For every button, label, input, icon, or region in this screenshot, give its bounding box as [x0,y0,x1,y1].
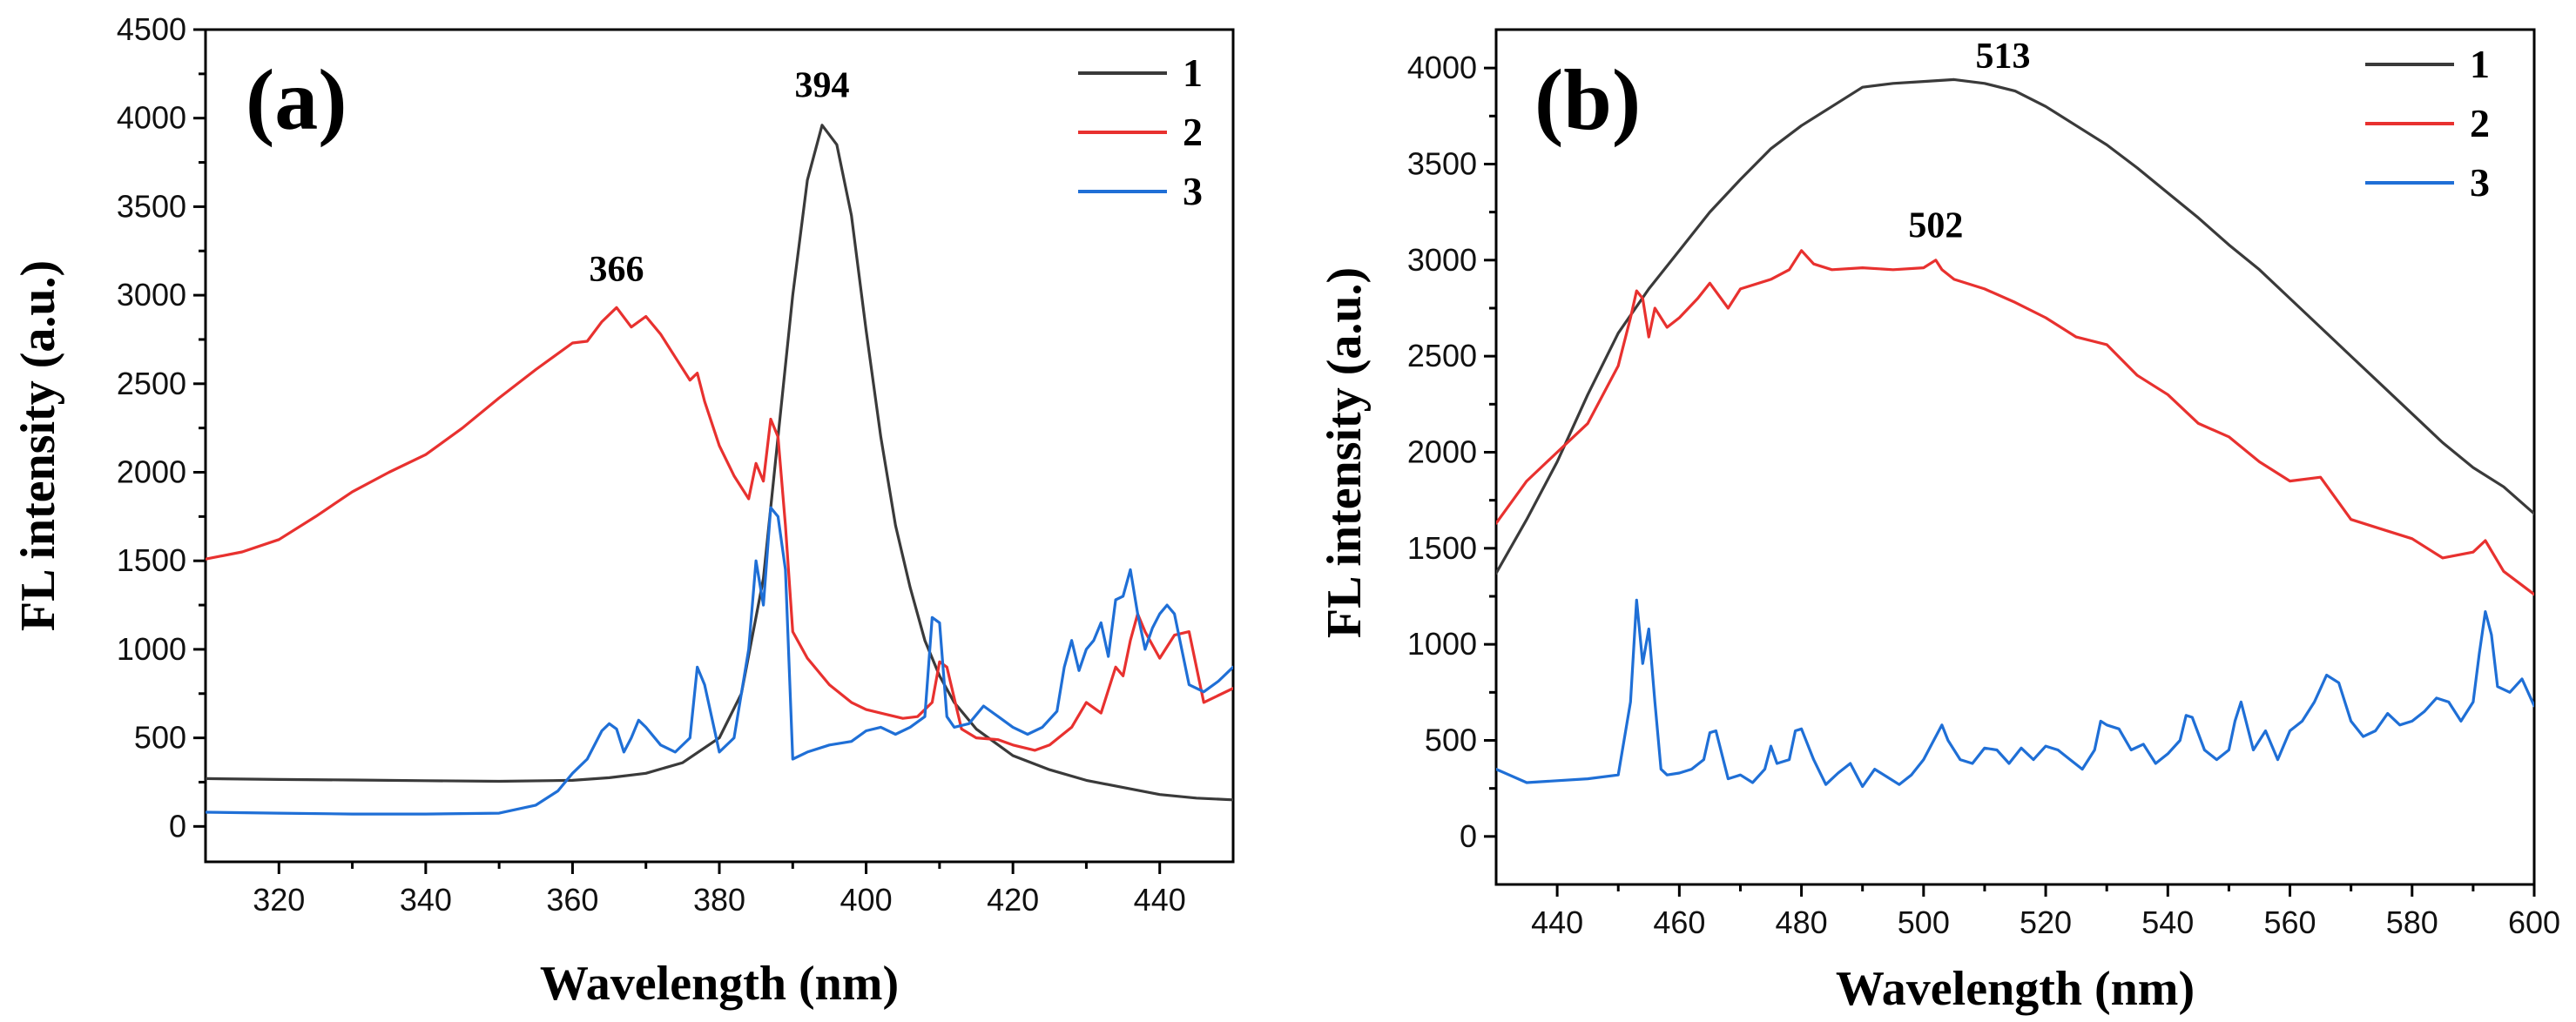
x-tick-label-b: 440 [1531,904,1583,940]
x-tick-label-a: 440 [1134,882,1186,918]
panel-label-a: (a) [246,51,347,148]
x-tick-label-b: 560 [2263,904,2316,940]
series-group-b [1496,77,2534,789]
x-tick-label-a: 420 [987,882,1039,918]
x-tick-label-a: 360 [546,882,598,918]
x-tick-label-b: 500 [1898,904,1950,940]
x-tick-label-b: 460 [1653,904,1705,940]
y-tick-label-b: 2000 [1407,434,1477,469]
peak-annotation-b: 513 [1975,37,2030,77]
y-tick-label-a: 1500 [117,542,186,578]
x-tick-label-a: 380 [693,882,745,918]
panel-label-b: (b) [1534,51,1641,148]
y-axis-ticks-a: 0 500 1000 1500 2000 2500 3000 3500 4000 4500 [117,11,206,844]
legend-label-3-a: 3 [1183,169,1203,213]
x-tick-label-b: 580 [2386,904,2438,940]
y-tick-label-a: 4500 [117,11,186,47]
y-tick-label-a: 2000 [117,454,186,490]
x-tick-label-a: 320 [253,882,305,918]
x-tick-label-a: 340 [400,882,452,918]
x-axis-ticks-a: 320 340 360 380 400 420 440 [253,862,1186,918]
y-tick-label-b: 500 [1425,722,1477,757]
x-tick-label-b: 540 [2141,904,2194,940]
x-tick-label-b: 600 [2508,904,2560,940]
y-tick-label-b: 1500 [1407,530,1477,566]
series-line-3-b [1496,598,2534,789]
peak-annotation-b: 502 [1908,205,1963,245]
y-tick-label-b: 4000 [1407,50,1477,85]
peak-annotation-a: 394 [795,65,850,105]
legend-label-2-b: 2 [2470,101,2490,145]
legend-label-3-b: 3 [2470,160,2490,205]
series-line-1-b [1496,77,2534,575]
panel-b: 440 460 480 500 520 540 560 580 600 0 500 1000 1500… [1318,28,2560,1016]
legend-label-2-a: 2 [1183,110,1203,154]
legend-b: 1 2 3 [2365,42,2490,205]
legend-a: 1 2 3 [1078,50,1203,213]
x-axis-title-a: Wavelength (nm) [540,957,899,1011]
y-tick-label-a: 1000 [117,631,186,667]
panel-a: 320 340 360 380 400 420 440 0 500 1000 1500 2000 25… [11,11,1235,1011]
x-axis-title-b: Wavelength (nm) [1836,962,2195,1016]
y-tick-label-a: 3500 [117,188,186,224]
y-tick-label-a: 4000 [117,100,186,136]
series-line-3-a [206,506,1233,816]
annotations-b: 513 502 [1908,37,2030,245]
y-axis-title-b: FL intensity (a.u.) [1318,267,1372,638]
x-tick-label-b: 520 [2020,904,2072,940]
x-axis-ticks-b: 440 460 480 500 520 540 560 580 600 [1531,884,2560,940]
x-tick-label-a: 400 [840,882,893,918]
legend-label-1-b: 1 [2470,42,2490,86]
y-tick-label-a: 2500 [117,366,186,401]
y-tick-label-b: 2500 [1407,338,1477,373]
y-axis-ticks-b: 0 500 1000 1500 2000 2500 3000 3500 4000 [1407,50,1496,854]
y-tick-label-b: 1000 [1407,626,1477,662]
annotations-a: 394 366 [590,65,850,290]
y-tick-label-b: 3500 [1407,145,1477,181]
legend-label-1-a: 1 [1183,50,1203,95]
series-line-2-b [1496,249,2534,596]
y-tick-label-a: 500 [134,720,186,756]
series-group-a [206,124,1233,816]
y-tick-label-a: 3000 [117,277,186,313]
series-line-1-a [206,124,1233,802]
x-tick-label-b: 480 [1776,904,1828,940]
y-tick-label-b: 3000 [1407,242,1477,278]
plot-frame-b [1494,28,2536,886]
y-axis-title-a: FL intensity (a.u.) [11,260,65,631]
series-line-2-a [206,306,1233,752]
y-tick-label-a: 0 [169,808,186,844]
peak-annotation-a: 366 [590,250,644,290]
y-tick-label-b: 0 [1460,818,1477,854]
